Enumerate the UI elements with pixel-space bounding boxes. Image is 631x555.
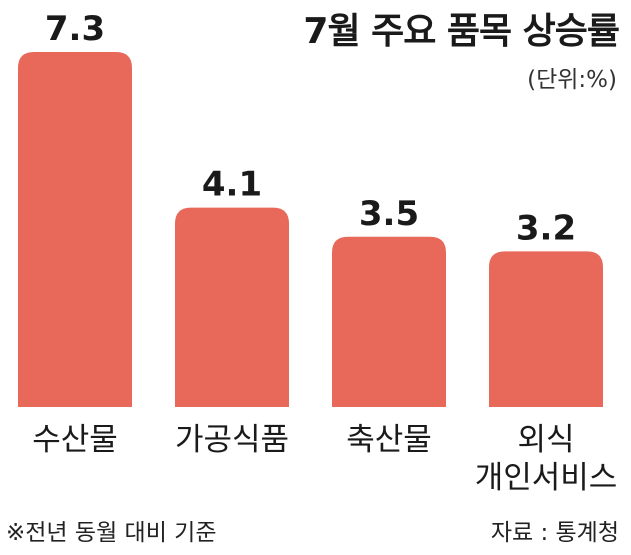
chart-title: 7월 주요 품목 상승률 [303, 11, 620, 52]
bar-0 [18, 52, 132, 407]
category-label-2: 축산물 [346, 422, 432, 458]
value-label-3: 3.2 [516, 208, 576, 248]
category-label-3: 외식 개인서비스 [475, 422, 618, 496]
bar-1 [175, 207, 289, 407]
category-label-1: 가공식품 [175, 422, 289, 458]
value-label-2: 3.5 [359, 194, 419, 234]
category-label-0: 수산물 [32, 422, 118, 458]
footnote: ※전년 동월 대비 기준 [6, 520, 217, 546]
value-label-1: 4.1 [202, 165, 262, 205]
source-label: 자료 : 통계청 [490, 520, 619, 546]
bar-3 [489, 251, 603, 407]
unit-label: (단위:%) [527, 67, 617, 93]
bar-2 [332, 236, 446, 407]
value-label-0: 7.3 [45, 9, 105, 49]
